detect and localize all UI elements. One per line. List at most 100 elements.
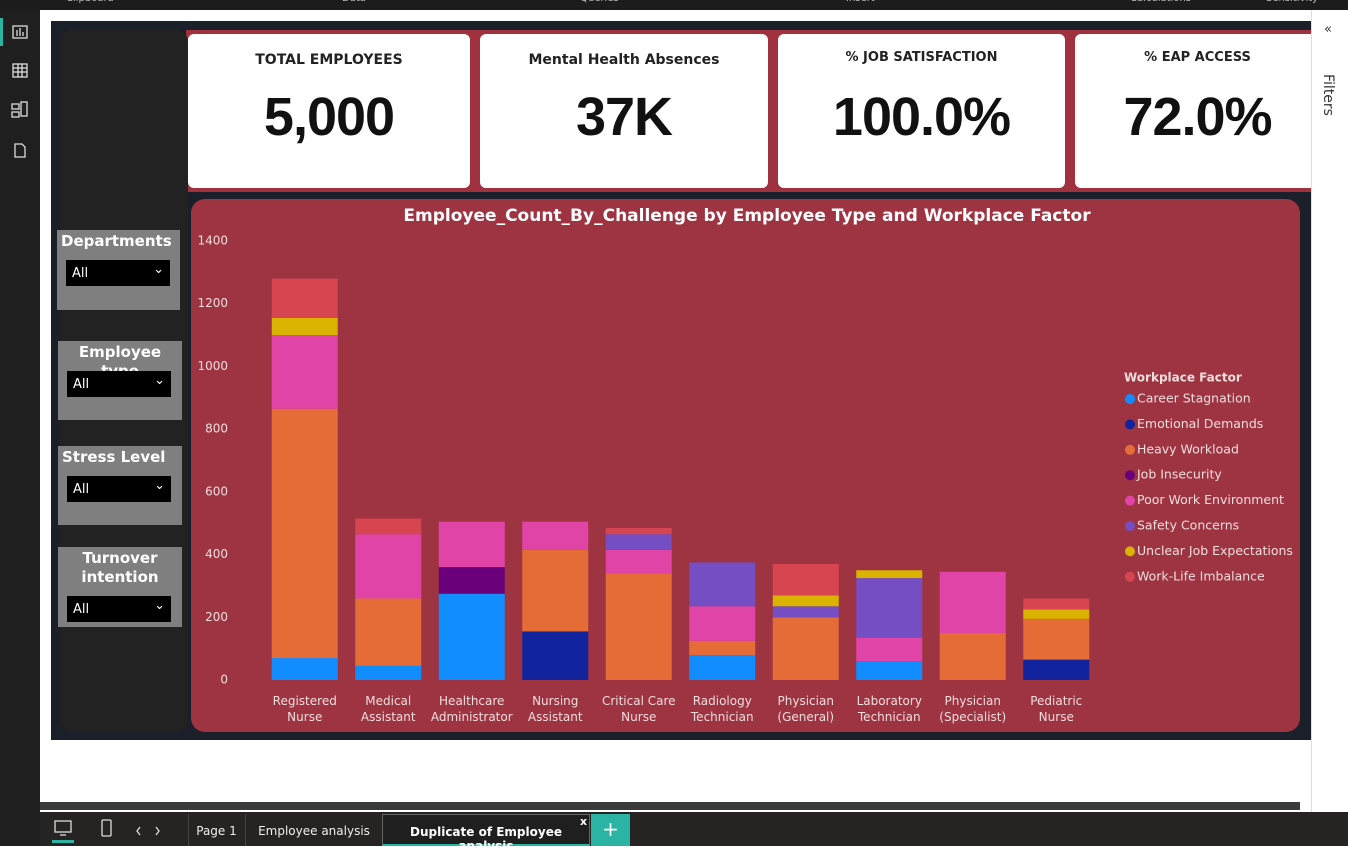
- card-title: % EAP ACCESS: [1144, 50, 1251, 65]
- kpi-card: % JOB SATISFACTION 100.0%: [778, 34, 1065, 188]
- bar-segment: [355, 598, 422, 666]
- card-value: 100.0%: [832, 87, 1011, 147]
- legend-label: Safety Concerns: [1137, 518, 1239, 533]
- slicer-dropdown[interactable]: All ⌄: [67, 596, 171, 622]
- legend-swatch: [1125, 546, 1135, 557]
- kpi-card: % EAP ACCESS 72.0%: [1075, 34, 1320, 188]
- slicer-label: Departments: [61, 232, 172, 250]
- x-tick-label: Registered Nurse: [272, 694, 337, 724]
- legend-swatch: [1125, 521, 1135, 531]
- bar-segment: [271, 335, 338, 409]
- bar-segment: [856, 637, 923, 662]
- bar-segment: [522, 521, 589, 550]
- legend-swatch: [1125, 470, 1135, 481]
- slicer-dropdown[interactable]: All ⌄: [66, 260, 170, 286]
- collapse-icon[interactable]: «: [1324, 22, 1332, 37]
- x-tick-label: Medical Assistant: [360, 694, 416, 724]
- bar-segment: [605, 549, 672, 574]
- bar-segment: [605, 534, 672, 550]
- bar-segment: [772, 595, 839, 607]
- slicer-label: Turnover intention: [81, 549, 159, 586]
- y-tick-label: 800: [205, 422, 228, 436]
- slicer: Employee typeAll⌄: [58, 341, 182, 420]
- legend-label: Work-Life Imbalance: [1137, 568, 1265, 583]
- card-value: 37K: [575, 87, 673, 147]
- y-tick-label: 400: [205, 547, 228, 561]
- ribbon-strip: Clipboard Data Queries Insert Calculatio…: [0, 0, 1348, 10]
- slicer: Stress Level All ⌄: [58, 446, 182, 525]
- x-tick-label: Nursing Assistant: [527, 694, 583, 724]
- x-tick-label: Healthcare Administrator: [430, 694, 513, 724]
- page-tab-active[interactable]: Duplicate of Employee analysis: [382, 814, 590, 853]
- view-icons[interactable]: [10, 22, 30, 172]
- card-value: 72.0%: [1123, 87, 1272, 147]
- add-page[interactable]: +: [591, 814, 630, 846]
- ribbon-label[interactable]: Data: [342, 0, 366, 4]
- card-title: TOTAL EMPLOYEES: [255, 52, 403, 68]
- chevron: ⌄: [154, 373, 165, 388]
- x-tick-label: Radiology Technician: [690, 694, 754, 724]
- bar-segment: [271, 408, 338, 659]
- bar-segment: [355, 665, 422, 680]
- legend-label: Job Insecurity: [1136, 467, 1222, 482]
- legend-label: Career Stagnation: [1137, 391, 1251, 406]
- bar-segment: [522, 631, 589, 680]
- slicer-dropdown[interactable]: All ⌄: [67, 476, 171, 502]
- slicer-dropdown[interactable]: All ⌄: [67, 371, 171, 397]
- bar-segment: [772, 617, 839, 680]
- chevron: ⌄: [153, 262, 164, 277]
- bar-segment: [689, 606, 756, 641]
- x-tick-label: Critical Care Nurse: [601, 694, 676, 724]
- ribbon-label[interactable]: Clipboard: [66, 0, 114, 4]
- y-tick-label: 600: [205, 484, 228, 498]
- scrollbar[interactable]: [40, 802, 1300, 810]
- card-value: 5,000: [263, 87, 395, 147]
- ribbon-label[interactable]: Calculations: [1130, 0, 1191, 4]
- bar-segment: [1023, 609, 1090, 619]
- bar-segment: [689, 654, 756, 680]
- legend-swatch: [1125, 444, 1135, 455]
- y-tick-label: 1400: [197, 234, 228, 248]
- bar-segment: [939, 632, 1006, 680]
- y-tick-label: 200: [205, 610, 228, 624]
- bar-segment: [689, 562, 756, 607]
- view-sidebar: [0, 10, 40, 846]
- y-tick-label: 1000: [197, 359, 228, 373]
- bar-segment: [355, 518, 422, 535]
- bar-segment: [355, 534, 422, 599]
- legend-swatch: [1125, 419, 1135, 430]
- close-tab[interactable]: x: [580, 815, 588, 828]
- active-indicator: [0, 18, 3, 46]
- bar-segment: [438, 521, 505, 568]
- card-title: % JOB SATISFACTION: [845, 50, 998, 65]
- bar-segment: [271, 658, 338, 680]
- dropdown-value: All: [73, 377, 90, 392]
- bar-segment: [1023, 598, 1090, 610]
- tab-bar: [40, 812, 1348, 846]
- bar-segment: [438, 593, 505, 680]
- ribbon-label[interactable]: Sensitivity: [1266, 0, 1318, 4]
- bar-segment: [605, 527, 672, 535]
- dropdown-value: All: [73, 602, 90, 617]
- card-title: Mental Health Absences: [528, 52, 720, 68]
- bar-segment: [605, 573, 672, 680]
- dropdown-value: All: [73, 482, 90, 497]
- x-tick-label: Physician (Specialist): [939, 694, 1007, 724]
- legend-label: Emotional Demands: [1137, 416, 1263, 431]
- page-tab[interactable]: Page 1: [188, 814, 244, 846]
- kpi-card: Mental Health Absences 37K: [480, 34, 768, 188]
- x-tick-label: Laboratory Technician: [856, 694, 922, 724]
- tab-bar-icons[interactable]: [50, 818, 200, 844]
- bar-segment: [939, 571, 1006, 633]
- x-tick-label: Physician (General): [777, 694, 835, 724]
- bar-segment: [1023, 618, 1090, 660]
- ribbon-label[interactable]: Queries: [580, 0, 619, 4]
- bar-segment: [772, 563, 839, 596]
- bar-segment: [856, 578, 923, 638]
- filters-pane[interactable]: « Filters: [1311, 10, 1348, 813]
- legend-title: Workplace Factor: [1124, 371, 1242, 385]
- page-tab[interactable]: Employee analysis: [245, 814, 382, 846]
- filters-label[interactable]: Filters: [1320, 74, 1336, 116]
- legend-label: Poor Work Environment: [1137, 492, 1284, 507]
- ribbon-label[interactable]: Insert: [846, 0, 875, 4]
